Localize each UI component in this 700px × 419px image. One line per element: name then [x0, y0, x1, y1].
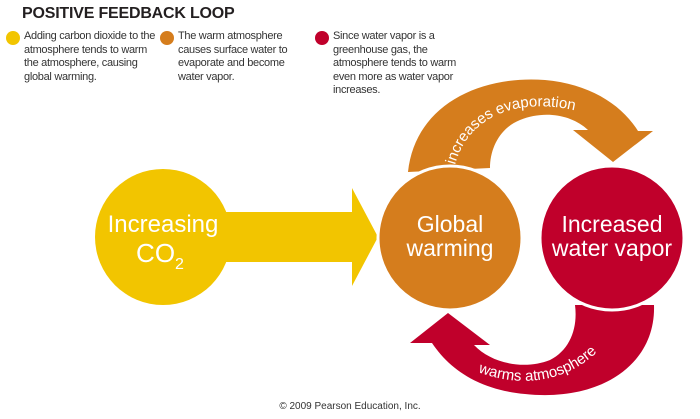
water-vapor-label-line1: Increased [561, 211, 662, 237]
co2-to-warming-arrow [200, 188, 378, 286]
water-vapor-circle [538, 164, 686, 312]
red-dot-icon [315, 31, 329, 45]
water-vapor-label-line2: water vapor [551, 235, 673, 261]
legend-text: Since water vapor is a greenhouse gas, t… [333, 30, 457, 96]
global-warming-label-line2: warming [406, 235, 494, 261]
co2-circle [95, 169, 231, 305]
orange-dot-icon [160, 31, 174, 45]
legend-item-warming: The warm atmosphere causes surface water… [160, 30, 300, 84]
legend-text: The warm atmosphere causes surface water… [178, 30, 288, 83]
co2-label-line1: Increasing [108, 211, 219, 238]
copyright-footer: © 2009 Pearson Education, Inc. [279, 401, 421, 412]
legend-item-vapor: Since water vapor is a greenhouse gas, t… [315, 30, 460, 98]
yellow-dot-icon [6, 31, 20, 45]
increases-evaporation-arrow [408, 79, 653, 172]
global-warming-label-line1: Global [417, 211, 483, 237]
co2-label-line2: CO2 [136, 238, 184, 273]
legend-text: Adding carbon dioxide to the atmosphere … [24, 30, 156, 83]
warms-atmosphere-arrow [410, 305, 655, 396]
diagram-title: POSITIVE FEEDBACK LOOP [22, 5, 235, 22]
global-warming-circle [376, 164, 524, 312]
legend-item-co2: Adding carbon dioxide to the atmosphere … [6, 30, 156, 84]
